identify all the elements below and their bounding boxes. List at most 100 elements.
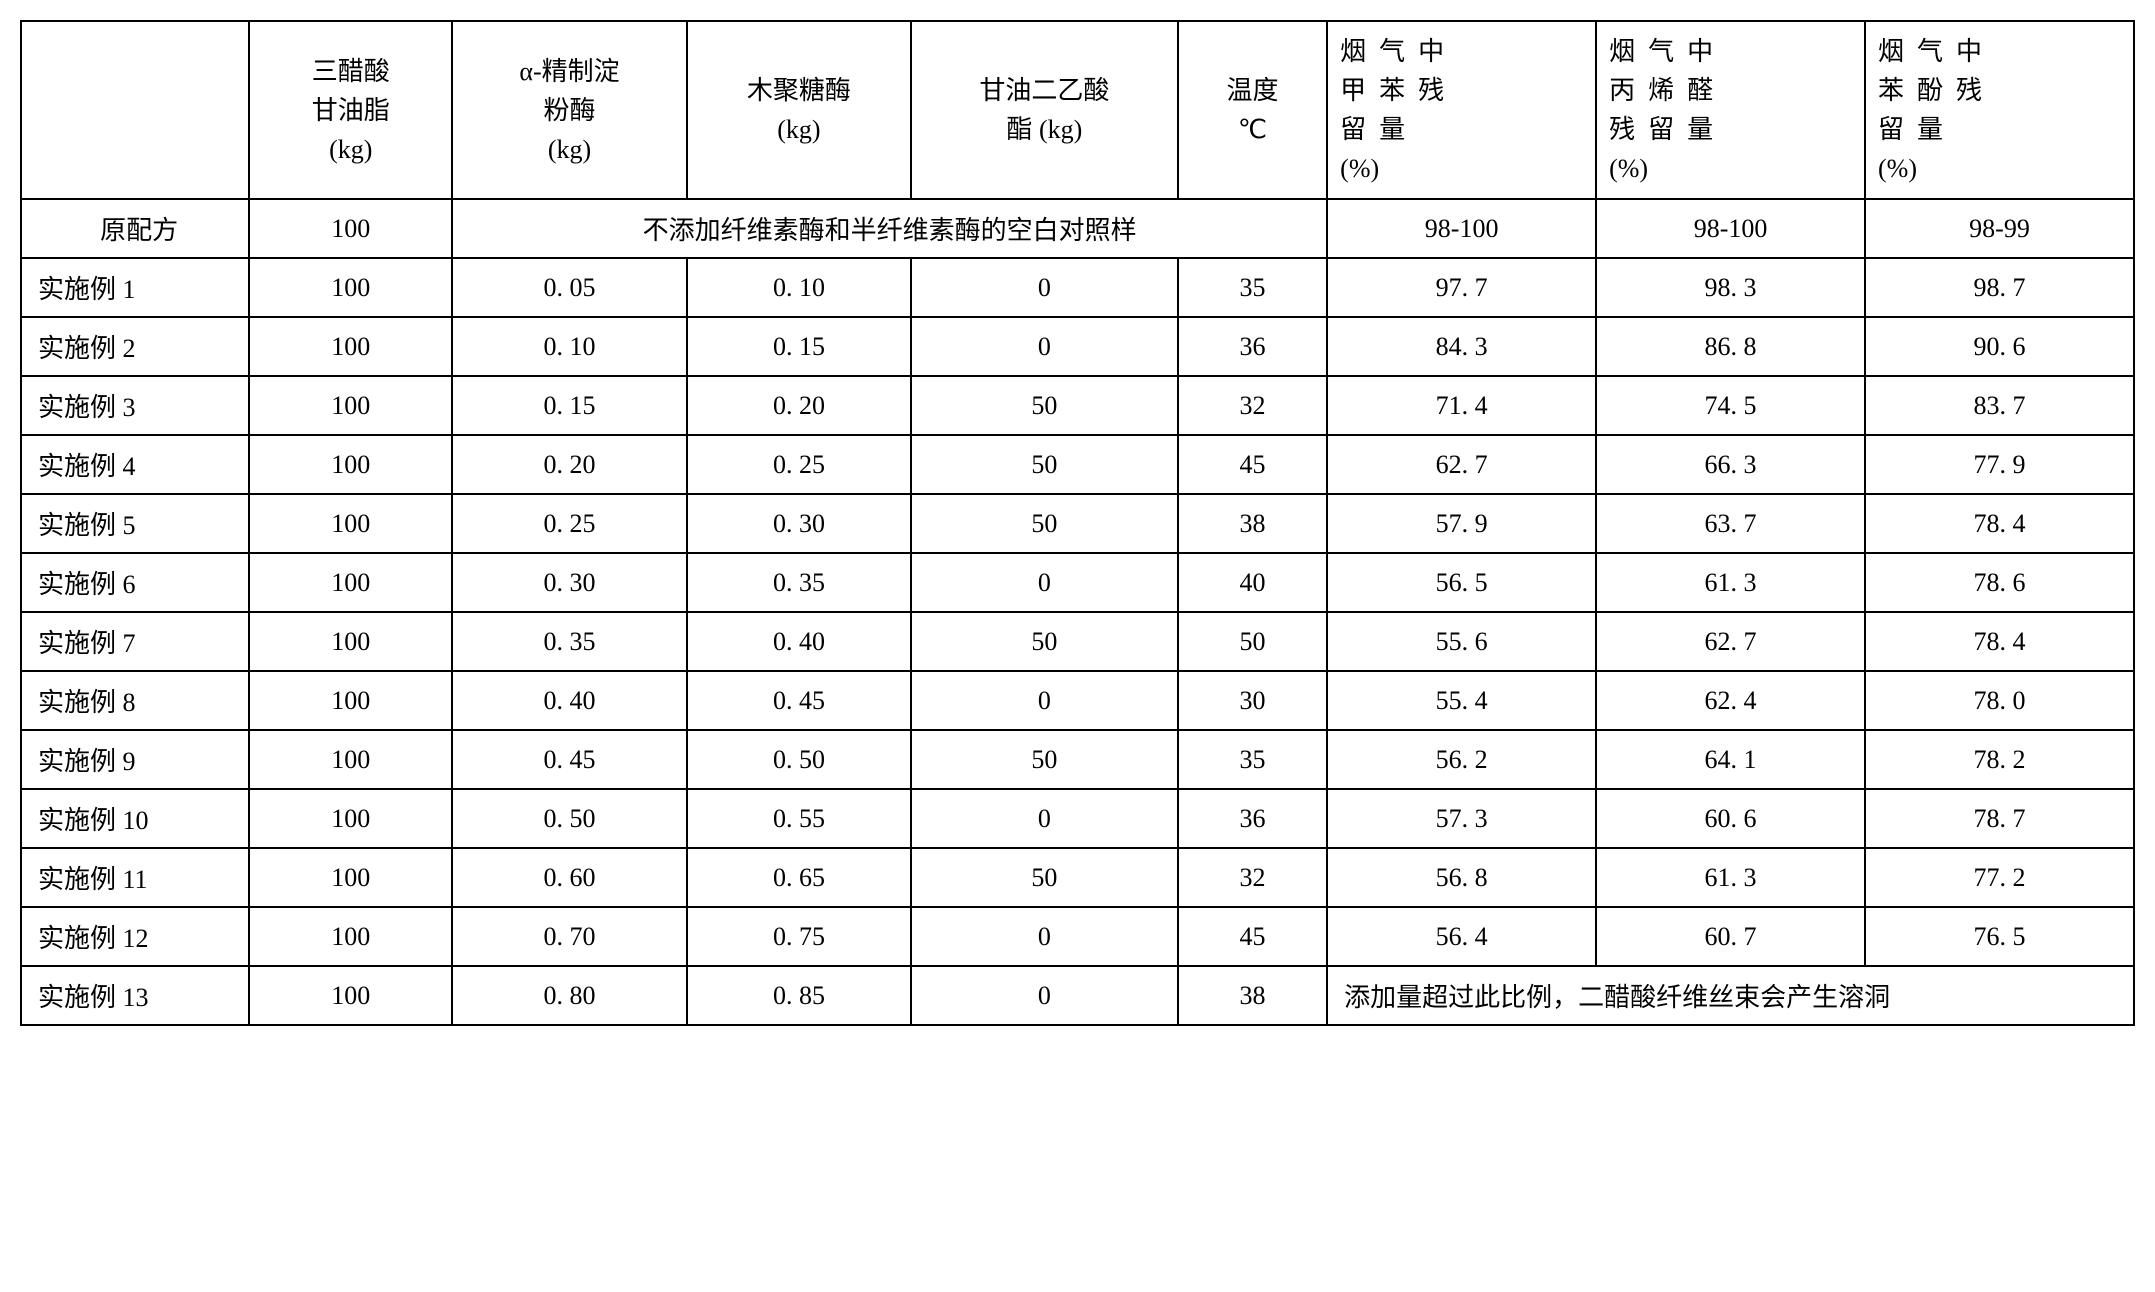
cell-label: 实施例 1 — [21, 258, 249, 317]
cell-label: 实施例 9 — [21, 730, 249, 789]
cell-diacetin: 50 — [911, 612, 1178, 671]
final-xylanase: 0. 85 — [687, 966, 911, 1025]
cell-diacetin: 50 — [911, 848, 1178, 907]
baseline-acrolein: 98-100 — [1596, 199, 1865, 258]
cell-triacetin: 100 — [249, 435, 452, 494]
baseline-merged-note: 不添加纤维素酶和半纤维素酶的空白对照样 — [452, 199, 1327, 258]
cell-toluene: 71. 4 — [1327, 376, 1596, 435]
data-table: 三醋酸甘油脂(kg) α-精制淀粉酶(kg) 木聚糖酶(kg) 甘油二乙酸酯 (… — [20, 20, 2135, 1026]
cell-xylanase: 0. 55 — [687, 789, 911, 848]
final-merged-note: 添加量超过此比例，二醋酸纤维丝束会产生溶洞 — [1327, 966, 2134, 1025]
baseline-triacetin: 100 — [249, 199, 452, 258]
cell-label: 实施例 11 — [21, 848, 249, 907]
final-diacetin: 0 — [911, 966, 1178, 1025]
cell-diacetin: 0 — [911, 553, 1178, 612]
cell-alpha: 0. 60 — [452, 848, 687, 907]
cell-triacetin: 100 — [249, 317, 452, 376]
col-toluene: 烟气中甲苯残留量(%) — [1327, 21, 1596, 199]
cell-temp: 32 — [1178, 376, 1327, 435]
cell-acrolein: 98. 3 — [1596, 258, 1865, 317]
cell-acrolein: 86. 8 — [1596, 317, 1865, 376]
table-row: 实施例 81000. 400. 4503055. 462. 478. 0 — [21, 671, 2134, 730]
cell-triacetin: 100 — [249, 730, 452, 789]
cell-diacetin: 50 — [911, 730, 1178, 789]
cell-phenol: 77. 2 — [1865, 848, 2134, 907]
cell-triacetin: 100 — [249, 612, 452, 671]
table-row: 实施例 71000. 350. 40505055. 662. 778. 4 — [21, 612, 2134, 671]
cell-acrolein: 60. 6 — [1596, 789, 1865, 848]
cell-toluene: 62. 7 — [1327, 435, 1596, 494]
cell-alpha: 0. 30 — [452, 553, 687, 612]
cell-xylanase: 0. 50 — [687, 730, 911, 789]
cell-triacetin: 100 — [249, 376, 452, 435]
cell-alpha: 0. 40 — [452, 671, 687, 730]
cell-toluene: 56. 5 — [1327, 553, 1596, 612]
cell-phenol: 78. 7 — [1865, 789, 2134, 848]
cell-label: 实施例 5 — [21, 494, 249, 553]
cell-toluene: 55. 6 — [1327, 612, 1596, 671]
cell-phenol: 78. 0 — [1865, 671, 2134, 730]
cell-toluene: 55. 4 — [1327, 671, 1596, 730]
cell-diacetin: 0 — [911, 258, 1178, 317]
cell-temp: 40 — [1178, 553, 1327, 612]
col-label — [21, 21, 249, 199]
cell-temp: 50 — [1178, 612, 1327, 671]
cell-triacetin: 100 — [249, 553, 452, 612]
cell-alpha: 0. 70 — [452, 907, 687, 966]
cell-triacetin: 100 — [249, 848, 452, 907]
final-alpha: 0. 80 — [452, 966, 687, 1025]
final-temp: 38 — [1178, 966, 1327, 1025]
table-row: 实施例 21000. 100. 1503684. 386. 890. 6 — [21, 317, 2134, 376]
header-row: 三醋酸甘油脂(kg) α-精制淀粉酶(kg) 木聚糖酶(kg) 甘油二乙酸酯 (… — [21, 21, 2134, 199]
cell-temp: 35 — [1178, 730, 1327, 789]
cell-acrolein: 74. 5 — [1596, 376, 1865, 435]
cell-temp: 45 — [1178, 907, 1327, 966]
cell-acrolein: 64. 1 — [1596, 730, 1865, 789]
cell-acrolein: 62. 7 — [1596, 612, 1865, 671]
final-row: 实施例 13 100 0. 80 0. 85 0 38 添加量超过此比例，二醋酸… — [21, 966, 2134, 1025]
cell-label: 实施例 7 — [21, 612, 249, 671]
cell-diacetin: 50 — [911, 435, 1178, 494]
cell-alpha: 0. 05 — [452, 258, 687, 317]
cell-acrolein: 61. 3 — [1596, 553, 1865, 612]
cell-triacetin: 100 — [249, 671, 452, 730]
cell-phenol: 78. 6 — [1865, 553, 2134, 612]
cell-label: 实施例 4 — [21, 435, 249, 494]
cell-alpha: 0. 10 — [452, 317, 687, 376]
cell-alpha: 0. 20 — [452, 435, 687, 494]
col-diacetin: 甘油二乙酸酯 (kg) — [911, 21, 1178, 199]
table-body: 原配方 100 不添加纤维素酶和半纤维素酶的空白对照样 98-100 98-10… — [21, 199, 2134, 1025]
cell-phenol: 78. 4 — [1865, 612, 2134, 671]
cell-toluene: 56. 8 — [1327, 848, 1596, 907]
cell-xylanase: 0. 10 — [687, 258, 911, 317]
cell-xylanase: 0. 25 — [687, 435, 911, 494]
final-label: 实施例 13 — [21, 966, 249, 1025]
cell-phenol: 98. 7 — [1865, 258, 2134, 317]
cell-triacetin: 100 — [249, 907, 452, 966]
cell-alpha: 0. 35 — [452, 612, 687, 671]
cell-xylanase: 0. 20 — [687, 376, 911, 435]
cell-label: 实施例 3 — [21, 376, 249, 435]
cell-diacetin: 0 — [911, 671, 1178, 730]
baseline-phenol: 98-99 — [1865, 199, 2134, 258]
table-row: 实施例 111000. 600. 65503256. 861. 377. 2 — [21, 848, 2134, 907]
cell-xylanase: 0. 40 — [687, 612, 911, 671]
table-row: 实施例 61000. 300. 3504056. 561. 378. 6 — [21, 553, 2134, 612]
cell-phenol: 76. 5 — [1865, 907, 2134, 966]
cell-xylanase: 0. 65 — [687, 848, 911, 907]
cell-label: 实施例 8 — [21, 671, 249, 730]
cell-diacetin: 50 — [911, 494, 1178, 553]
cell-acrolein: 60. 7 — [1596, 907, 1865, 966]
cell-temp: 38 — [1178, 494, 1327, 553]
baseline-toluene: 98-100 — [1327, 199, 1596, 258]
table-row: 实施例 91000. 450. 50503556. 264. 178. 2 — [21, 730, 2134, 789]
cell-acrolein: 66. 3 — [1596, 435, 1865, 494]
col-phenol: 烟气中苯酚残留量(%) — [1865, 21, 2134, 199]
cell-acrolein: 63. 7 — [1596, 494, 1865, 553]
cell-xylanase: 0. 15 — [687, 317, 911, 376]
table-row: 实施例 31000. 150. 20503271. 474. 583. 7 — [21, 376, 2134, 435]
cell-toluene: 97. 7 — [1327, 258, 1596, 317]
cell-toluene: 56. 2 — [1327, 730, 1596, 789]
cell-diacetin: 0 — [911, 907, 1178, 966]
cell-diacetin: 50 — [911, 376, 1178, 435]
